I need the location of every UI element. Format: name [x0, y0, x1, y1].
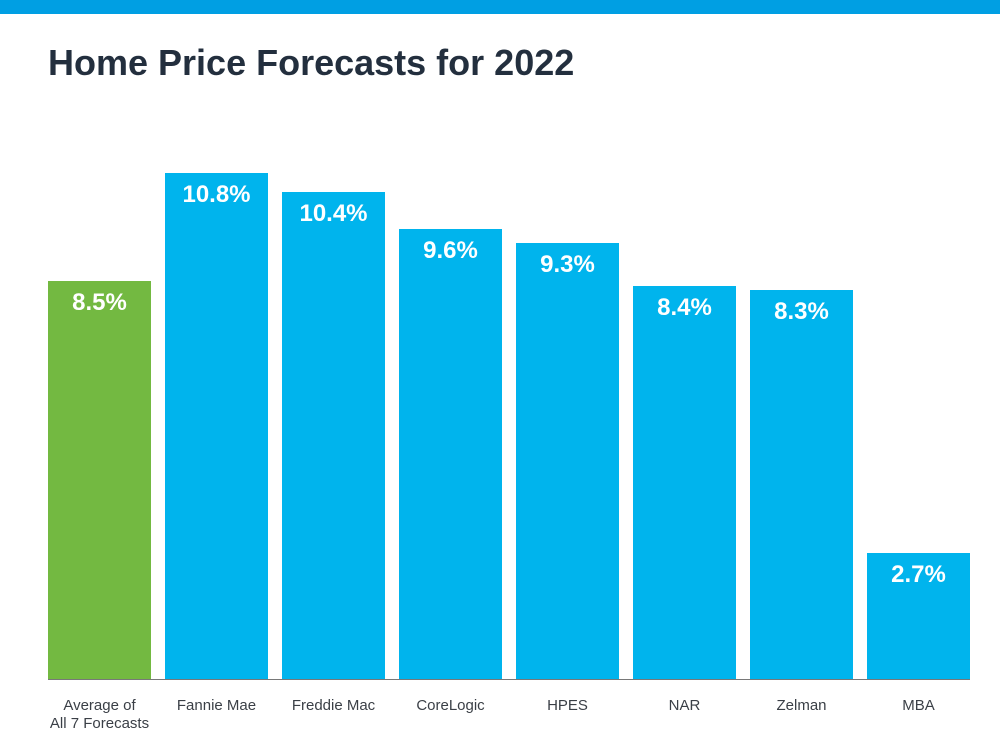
bar-value-label: 8.3% [750, 298, 853, 326]
bar: 10.8% [165, 173, 268, 680]
bar: 10.4% [282, 192, 385, 680]
x-axis-label: Average ofAll 7 Forecasts [48, 697, 151, 735]
bar: 2.7% [867, 553, 970, 680]
bar-slot: 8.3% [750, 140, 853, 680]
x-axis-label: NAR [633, 697, 736, 735]
x-axis-label: MBA [867, 697, 970, 735]
bar-value-label: 8.4% [633, 294, 736, 322]
bar-slot: 8.4% [633, 140, 736, 680]
bar: 9.3% [516, 243, 619, 680]
bar-slot: 9.6% [399, 140, 502, 680]
bar-slot: 8.5% [48, 140, 151, 680]
chart-baseline [48, 679, 970, 680]
bar-value-label: 10.4% [282, 200, 385, 228]
x-axis-label: HPES [516, 697, 619, 735]
chart-container: Home Price Forecasts for 2022 8.5% 10.8% 1… [0, 0, 1000, 750]
bar-value-label: 2.7% [867, 561, 970, 589]
bar-value-label: 10.8% [165, 181, 268, 209]
x-axis-label: Fannie Mae [165, 697, 268, 735]
x-axis-label: Zelman [750, 697, 853, 735]
chart-x-labels: Average ofAll 7 Forecasts Fannie Mae Fredd… [48, 697, 970, 735]
bar: 9.6% [399, 229, 502, 680]
x-axis-label: CoreLogic [399, 697, 502, 735]
chart-title: Home Price Forecasts for 2022 [48, 42, 574, 84]
chart-plot-area: 8.5% 10.8% 10.4% 9.6% 9.3% 8.4% 8.3% 2.7% [48, 140, 970, 680]
bar-slot: 10.4% [282, 140, 385, 680]
bar-slot: 10.8% [165, 140, 268, 680]
bar-value-label: 9.3% [516, 251, 619, 279]
bar-value-label: 9.6% [399, 237, 502, 265]
bar-slot: 9.3% [516, 140, 619, 680]
bar-value-label: 8.5% [48, 289, 151, 317]
bar: 8.5% [48, 281, 151, 680]
x-axis-label: Freddie Mac [282, 697, 385, 735]
bar: 8.3% [750, 290, 853, 680]
bar-slot: 2.7% [867, 140, 970, 680]
top-accent-band [0, 0, 1000, 14]
bar: 8.4% [633, 286, 736, 680]
